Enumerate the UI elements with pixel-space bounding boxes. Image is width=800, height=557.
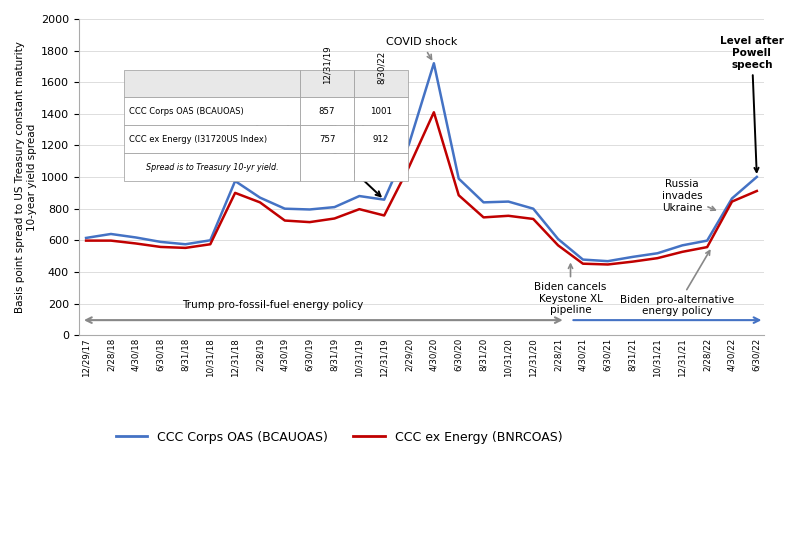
Text: Trump pro-fossil-fuel energy policy: Trump pro-fossil-fuel energy policy: [182, 300, 363, 310]
Text: COVID shock: COVID shock: [386, 37, 457, 59]
Text: Biden  pro-alternative
energy policy: Biden pro-alternative energy policy: [620, 251, 734, 316]
Legend: CCC Corps OAS (BCAUOAS), CCC ex Energy (BNRCOAS): CCC Corps OAS (BCAUOAS), CCC ex Energy (…: [111, 426, 567, 449]
Text: Russia
invades
Ukraine: Russia invades Ukraine: [662, 179, 715, 213]
Y-axis label: Basis point spread to US Treasury constant maturity
10-year yield spread: Basis point spread to US Treasury consta…: [15, 41, 37, 313]
Text: Levels pre-Covid: Levels pre-Covid: [254, 123, 381, 196]
Text: Level after
Powell
speech: Level after Powell speech: [720, 36, 784, 172]
Text: Biden cancels
Keystone XL
pipeline: Biden cancels Keystone XL pipeline: [534, 264, 606, 315]
